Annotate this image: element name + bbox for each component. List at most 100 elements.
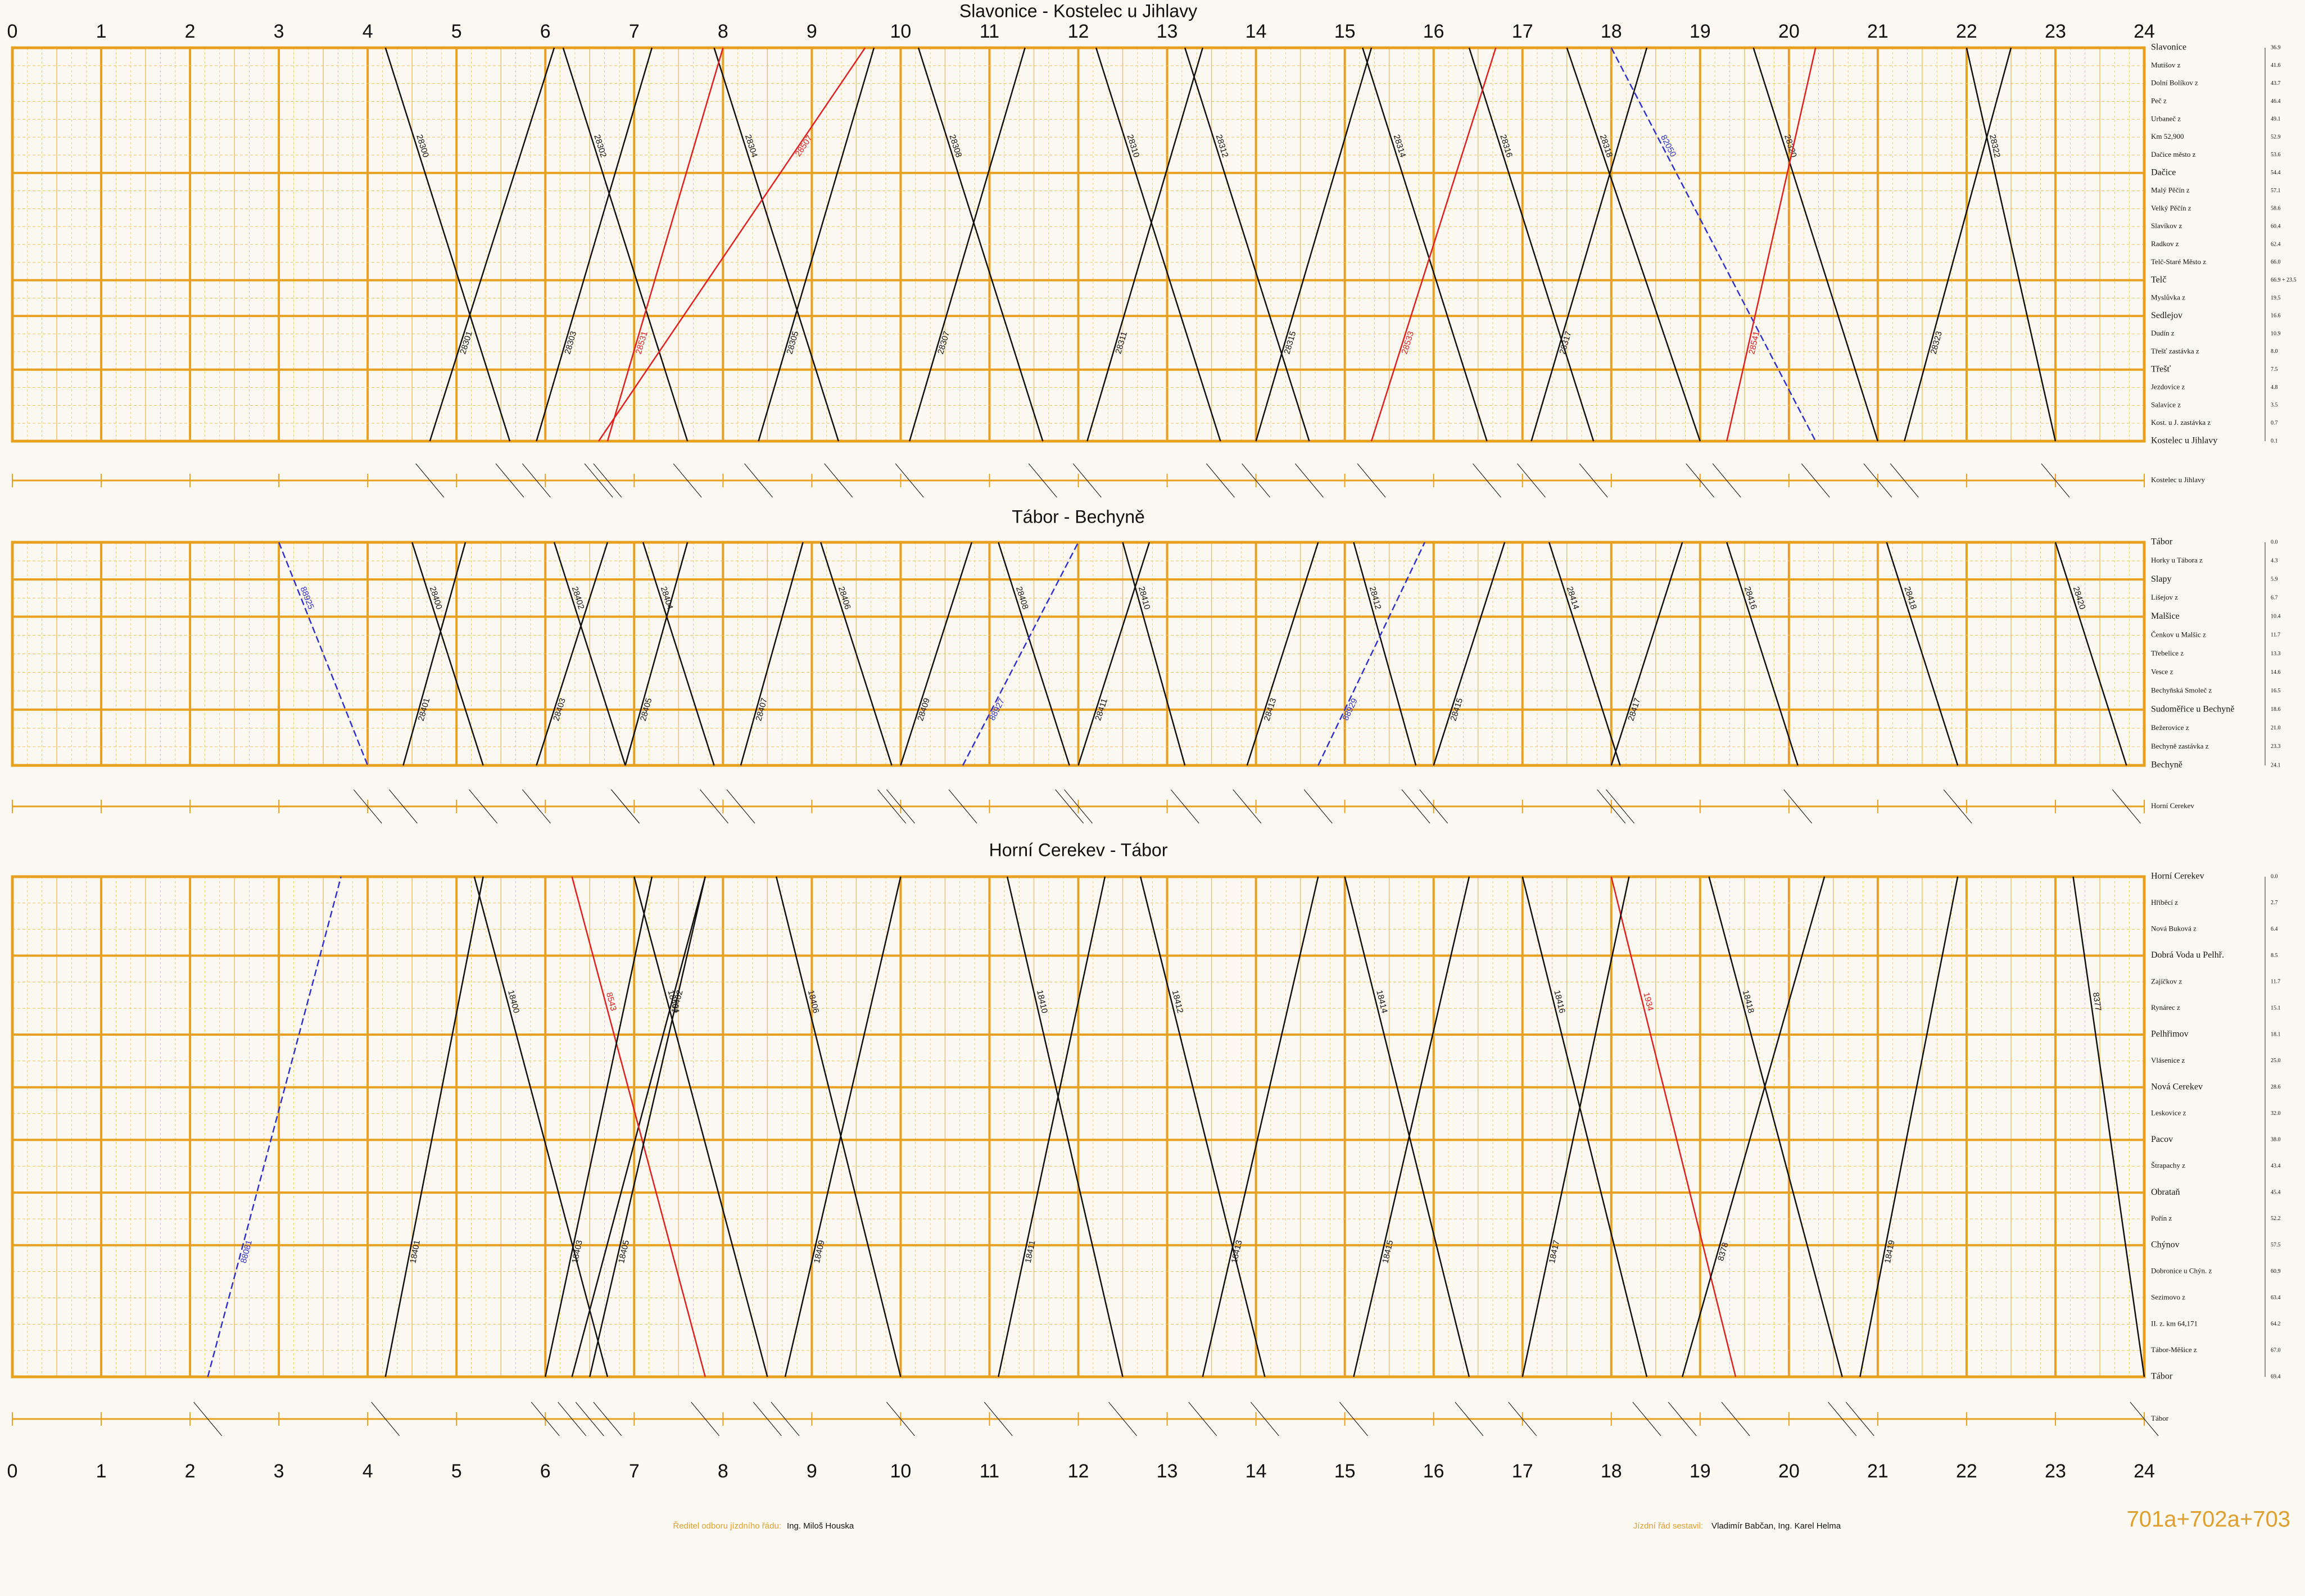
station-km: 60.9 — [2271, 1268, 2281, 1275]
hour-label: 23 — [2045, 1461, 2066, 1482]
hour-label: 4 — [363, 21, 373, 42]
station-name: Urbaneč z — [2151, 114, 2181, 123]
strip-train — [558, 1402, 587, 1436]
hour-label: 4 — [363, 1461, 373, 1482]
station-km: 54.4 — [2271, 170, 2281, 176]
station-km: 0.0 — [2271, 873, 2278, 879]
director: Ing. Miloš Houska — [787, 1521, 854, 1531]
station-km: 16.6 — [2271, 313, 2281, 319]
station-km: 11.7 — [2271, 979, 2280, 985]
train-number: 18417 — [1547, 1239, 1561, 1264]
strip-train — [1339, 1402, 1368, 1436]
strip-train — [1686, 463, 1715, 498]
train-path — [1681, 876, 1826, 1377]
station-name: Dačice město z — [2151, 150, 2196, 158]
train-path — [1353, 876, 1470, 1377]
strip-train — [700, 789, 728, 824]
station-name: Leskovice z — [2151, 1109, 2186, 1117]
train-path — [1433, 542, 1506, 766]
hour-label: 2 — [185, 1461, 196, 1482]
hour-label: 3 — [274, 1461, 284, 1482]
strip-train — [353, 789, 382, 824]
station-name: Mutišov z — [2151, 61, 2181, 69]
station-name: Peč z — [2151, 96, 2167, 105]
station-name: II. z. km 64,171 — [2151, 1319, 2198, 1327]
train-path — [536, 47, 653, 442]
station-km: 32.0 — [2271, 1110, 2281, 1117]
hour-label: 8 — [718, 1461, 728, 1482]
station-name: Lišejov z — [2151, 593, 2178, 601]
strip-label: Tábor — [2151, 1414, 2169, 1422]
station-name: Malý Pěčín z — [2151, 186, 2190, 194]
hour-label: 9 — [807, 1461, 817, 1482]
station-km: 52.9 — [2271, 134, 2281, 140]
strip-train — [726, 789, 755, 824]
station-name: Tábor — [2151, 1372, 2173, 1381]
station-name: Horní Cerekev — [2151, 872, 2204, 881]
train-path — [1077, 542, 1151, 766]
train-path — [819, 542, 893, 766]
station-km: 45.4 — [2271, 1189, 2281, 1195]
station-km: 8.0 — [2271, 348, 2278, 355]
station-name: Telč-Staré Město z — [2151, 257, 2206, 266]
hour-label: 10 — [890, 21, 912, 42]
strip-train — [2130, 1402, 2159, 1436]
strip-train — [1597, 789, 1626, 824]
train-path — [775, 876, 902, 1377]
strip-train — [1242, 463, 1271, 498]
train-path — [962, 542, 1079, 766]
station-name: Velký Pěčín z — [2151, 203, 2191, 212]
station-km: 41.6 — [2271, 62, 2281, 69]
hour-label: 7 — [629, 21, 640, 42]
train-path — [536, 542, 609, 766]
strip-train — [2112, 789, 2141, 824]
train-path — [411, 542, 484, 766]
station-name: Hříběcí z — [2151, 898, 2178, 906]
station-km: 60.4 — [2271, 223, 2281, 229]
strip-train — [1508, 1402, 1537, 1436]
station-km: 64.2 — [2271, 1321, 2281, 1327]
train-path — [624, 542, 689, 766]
station-km: 57.5 — [2271, 1242, 2281, 1248]
station-name: Sezimovo z — [2151, 1293, 2185, 1301]
hour-label: 0 — [7, 21, 18, 42]
train-path — [545, 876, 653, 1377]
hour-label: 15 — [1334, 21, 1356, 42]
strip-train — [744, 463, 773, 498]
station-km: 46.4 — [2271, 98, 2281, 105]
strip-train — [1863, 463, 1892, 498]
strip-train — [1890, 463, 1919, 498]
station-km: 28.6 — [2271, 1084, 2281, 1090]
station-km: 38.0 — [2271, 1137, 2281, 1143]
station-name: Jezdovice z — [2151, 383, 2185, 391]
train-path — [1202, 876, 1319, 1377]
station-km: 36.9 — [2271, 44, 2281, 51]
hour-label: 1 — [96, 1461, 107, 1482]
station-km: 18.6 — [2271, 706, 2281, 713]
train-number: 18405 — [617, 1239, 631, 1264]
strip-train — [1712, 463, 1741, 498]
hour-label: 6 — [540, 1461, 551, 1482]
station-name: Pořín z — [2151, 1214, 2172, 1222]
strip-train — [1055, 789, 1084, 824]
train-number: 18411 — [1024, 1240, 1038, 1264]
station-km: 0.0 — [2271, 539, 2278, 545]
station-name: Telč — [2151, 275, 2166, 284]
hour-label: 13 — [1157, 21, 1178, 42]
train-path — [900, 542, 973, 766]
train-path — [1370, 47, 1497, 442]
train-path — [784, 876, 902, 1377]
strip-train — [673, 463, 702, 498]
train-number: 18409 — [812, 1239, 827, 1264]
station-km: 10.4 — [2271, 614, 2281, 620]
strip-train — [388, 789, 418, 824]
strip-train — [1455, 1402, 1484, 1436]
station-name: Pacov — [2151, 1135, 2173, 1144]
train-path — [1317, 542, 1425, 766]
train-path — [1610, 47, 1817, 442]
station-name: Čenkov u Malšic z — [2151, 630, 2206, 638]
strip-train — [1943, 789, 1972, 824]
hour-label: 19 — [1690, 21, 1711, 42]
train-number: 28322 — [1987, 134, 2002, 158]
